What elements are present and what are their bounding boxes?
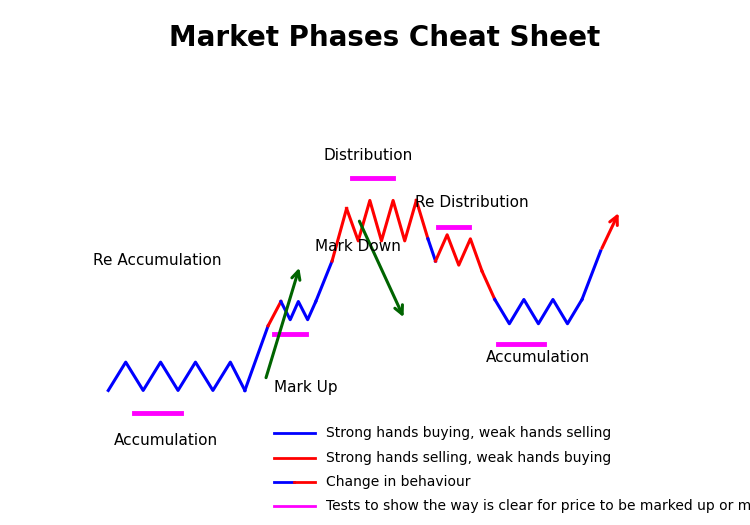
Text: Mark Up: Mark Up: [274, 381, 338, 395]
Text: Accumulation: Accumulation: [486, 350, 590, 365]
Text: Accumulation: Accumulation: [114, 433, 218, 448]
Text: Re Accumulation: Re Accumulation: [94, 253, 222, 268]
Title: Market Phases Cheat Sheet: Market Phases Cheat Sheet: [169, 24, 600, 52]
Text: Tests to show the way is clear for price to be marked up or marked down: Tests to show the way is clear for price…: [326, 499, 750, 513]
Text: Re Distribution: Re Distribution: [415, 194, 528, 209]
Text: Distribution: Distribution: [323, 148, 413, 163]
Text: Mark Down: Mark Down: [315, 239, 400, 254]
Text: Strong hands buying, weak hands selling: Strong hands buying, weak hands selling: [326, 426, 611, 440]
Text: Change in behaviour: Change in behaviour: [326, 475, 471, 489]
Text: Strong hands selling, weak hands buying: Strong hands selling, weak hands buying: [326, 451, 611, 465]
